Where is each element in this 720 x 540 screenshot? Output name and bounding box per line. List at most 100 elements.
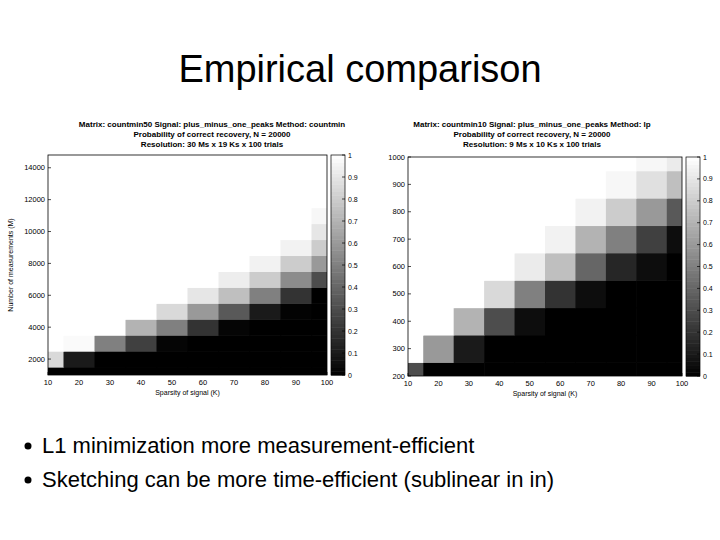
- colorbar-tick: [342, 287, 345, 288]
- cell: [95, 271, 127, 288]
- y-tick: [48, 231, 51, 232]
- colorbar-swatch: [331, 254, 345, 258]
- x-tick-label: 30: [465, 379, 473, 388]
- cell: [219, 255, 251, 272]
- x-tick-label: 40: [137, 378, 145, 387]
- x-tick: [172, 372, 173, 375]
- cell: [219, 208, 251, 225]
- colorbar-swatch: [331, 280, 345, 284]
- cell: [48, 319, 64, 336]
- colorbar-swatch: [686, 336, 700, 340]
- colorbar-swatch: [331, 236, 345, 240]
- colorbar-swatch: [686, 285, 700, 289]
- colorbar-swatch: [686, 296, 700, 300]
- cell: [281, 155, 313, 176]
- x-tick: [234, 372, 235, 375]
- y-tick: [408, 211, 411, 212]
- x-tick: [327, 372, 328, 375]
- y-tick: [408, 321, 411, 322]
- colorbar-tick: [697, 266, 700, 267]
- cell: [219, 351, 251, 368]
- x-tick: [265, 372, 266, 375]
- cell: [64, 335, 96, 352]
- colorbar-tick-label: 1: [348, 152, 352, 159]
- colorbar-tick: [697, 200, 700, 201]
- colorbar-swatch: [331, 357, 345, 361]
- colorbar-swatch: [686, 252, 700, 256]
- cell: [95, 192, 127, 209]
- x-tick: [408, 373, 409, 376]
- cell: [636, 225, 667, 253]
- colorbar-swatch: [686, 219, 700, 223]
- colorbar-tick: [697, 288, 700, 289]
- cell: [95, 335, 127, 352]
- cell: [188, 367, 220, 375]
- cell: [281, 271, 313, 288]
- cell: [95, 319, 127, 336]
- y-tick-label: 6000: [28, 291, 45, 300]
- colorbar-tick-label: 0.7: [703, 219, 713, 226]
- cell: [48, 335, 64, 352]
- x-tick-label: 80: [261, 378, 269, 387]
- cell: [64, 367, 96, 375]
- colorbar-swatch: [686, 212, 700, 216]
- cell: [636, 280, 667, 308]
- cell: [95, 208, 127, 225]
- cell: [454, 362, 485, 376]
- colorbar-swatch: [331, 335, 345, 339]
- chart-title: Matrix: countmin10 Signal: plus_minus_on…: [413, 120, 650, 129]
- colorbar-swatch: [686, 318, 700, 322]
- bullet-text: L1 minimization more measurement-efficie…: [42, 433, 474, 458]
- cell: [157, 319, 189, 336]
- cell: [126, 351, 158, 368]
- cell: [454, 225, 485, 253]
- cell: [219, 271, 251, 288]
- colorbar-swatch: [331, 243, 345, 247]
- colorbar-frame: [331, 155, 345, 375]
- cell: [188, 303, 220, 320]
- x-tick: [529, 373, 530, 376]
- cell: [312, 224, 328, 241]
- x-tick-label: 90: [647, 379, 655, 388]
- cell: [312, 155, 328, 176]
- colorbar-swatch: [331, 316, 345, 320]
- cell: [126, 192, 158, 209]
- cell: [126, 271, 158, 288]
- colorbar-tick-label: 0.2: [348, 328, 358, 335]
- cell: [250, 224, 282, 241]
- y-tick: [408, 184, 411, 185]
- colorbar-swatch: [686, 263, 700, 267]
- colorbar-swatch: [686, 241, 700, 245]
- cell: [484, 280, 515, 308]
- cell: [667, 198, 682, 226]
- cell: [157, 155, 189, 176]
- y-tick: [408, 266, 411, 267]
- cell: [250, 335, 282, 352]
- x-tick-label: 20: [434, 379, 442, 388]
- cell: [312, 351, 328, 368]
- colorbar-swatch: [686, 292, 700, 296]
- cell: [219, 155, 251, 176]
- colorbar-swatch: [331, 221, 345, 225]
- cell: [606, 198, 637, 226]
- colorbar-tick: [342, 309, 345, 310]
- cell: [95, 155, 127, 176]
- bullet-dot: [25, 443, 32, 450]
- colorbar-swatch: [331, 269, 345, 273]
- cell: [48, 367, 64, 375]
- cell: [64, 155, 96, 176]
- cell: [484, 157, 515, 171]
- colorbar-tick: [697, 222, 700, 223]
- colorbar-swatch: [686, 303, 700, 307]
- cell: [606, 362, 637, 376]
- cell: [636, 362, 667, 376]
- cell: [281, 176, 313, 193]
- colorbar-swatch: [686, 157, 700, 161]
- cell: [312, 319, 328, 336]
- cell: [312, 303, 328, 320]
- cell: [219, 176, 251, 193]
- cell: [64, 239, 96, 256]
- colorbar-swatch: [686, 307, 700, 311]
- colorbar-swatch: [686, 164, 700, 168]
- cell: [219, 287, 251, 304]
